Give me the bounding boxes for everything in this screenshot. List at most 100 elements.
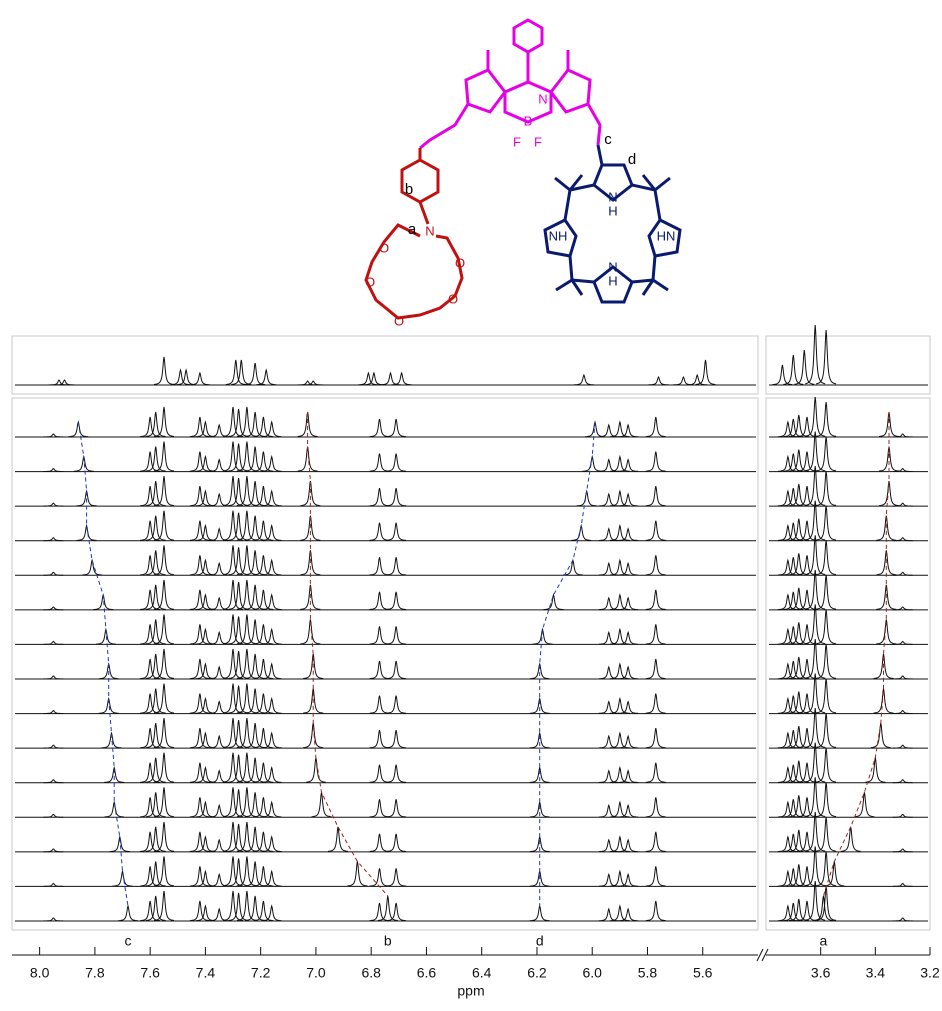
peak xyxy=(386,557,406,575)
peak xyxy=(190,590,210,610)
peak xyxy=(190,866,210,886)
peak xyxy=(386,626,406,644)
peak xyxy=(646,624,666,644)
peak xyxy=(209,874,229,886)
peak xyxy=(209,702,229,714)
tracking-line xyxy=(540,422,595,906)
titration-frame xyxy=(766,398,930,930)
peak xyxy=(841,827,861,852)
signal-label: c xyxy=(125,933,132,949)
x-tick-label: 7.2 xyxy=(251,965,271,981)
peak xyxy=(43,572,63,575)
peak xyxy=(209,909,229,921)
phenyl-ring xyxy=(514,20,542,52)
signal-label: a xyxy=(820,933,828,949)
peak xyxy=(370,765,390,783)
peak xyxy=(386,454,406,472)
peak xyxy=(370,868,390,886)
peak xyxy=(893,676,913,679)
peak xyxy=(386,696,406,714)
peak xyxy=(571,526,591,541)
atom-label: N xyxy=(608,259,617,274)
peak xyxy=(386,799,406,817)
peak xyxy=(646,832,666,852)
x-tick-label: 7.4 xyxy=(196,965,216,981)
proton-label: d xyxy=(628,151,636,168)
x-tick-label: 3.4 xyxy=(866,965,886,981)
peak xyxy=(530,906,550,921)
peak xyxy=(646,452,666,472)
peak xyxy=(43,711,63,714)
bodipy-core xyxy=(420,20,600,148)
peak xyxy=(574,375,594,385)
peak xyxy=(43,814,63,817)
peak xyxy=(646,866,666,886)
peak xyxy=(209,805,229,817)
peak xyxy=(43,434,63,437)
peak xyxy=(370,799,390,817)
proton-label: c xyxy=(604,131,612,148)
peak xyxy=(190,624,210,644)
peak xyxy=(386,661,406,679)
peak xyxy=(209,425,229,437)
peak xyxy=(209,632,229,644)
peak xyxy=(871,723,891,748)
x-tick-label: 7.8 xyxy=(85,965,105,981)
peak xyxy=(392,373,412,385)
x-tick-label: 5.6 xyxy=(693,965,713,981)
peak xyxy=(209,667,229,679)
peak xyxy=(646,417,666,437)
peak xyxy=(370,523,390,541)
x-tick-label: 6.6 xyxy=(417,965,437,981)
peak xyxy=(646,521,666,541)
peak xyxy=(646,728,666,748)
peak xyxy=(190,555,210,575)
atom-label: O xyxy=(379,240,389,255)
pyrrole-right xyxy=(551,70,590,112)
peak xyxy=(190,486,210,506)
peak xyxy=(190,694,210,714)
peak xyxy=(386,523,406,541)
x-tick-label: 7.0 xyxy=(306,965,326,981)
peak xyxy=(649,377,669,385)
peak xyxy=(370,557,390,575)
structure: N B F F N O O O O O N H NH HN N H c b d … xyxy=(365,20,680,328)
peak xyxy=(43,676,63,679)
peak xyxy=(805,325,825,384)
peak xyxy=(209,563,229,575)
peak xyxy=(190,832,210,852)
peak xyxy=(370,730,390,748)
peak xyxy=(82,560,102,575)
atom-label: N xyxy=(608,189,617,204)
peak xyxy=(190,417,210,437)
peak xyxy=(816,330,836,384)
peak xyxy=(865,758,885,783)
x-tick-label: 8.0 xyxy=(30,965,50,981)
peak xyxy=(190,763,210,783)
peak xyxy=(245,363,265,385)
peak xyxy=(347,861,367,886)
peak xyxy=(673,377,693,385)
x-tick-label: 3.6 xyxy=(811,965,831,981)
tracking-line xyxy=(823,412,889,896)
peak xyxy=(312,792,332,817)
peak xyxy=(370,488,390,506)
x-tick-label: 6.0 xyxy=(582,965,602,981)
peak xyxy=(805,397,825,436)
peak xyxy=(328,827,348,852)
x-tick-label: 6.8 xyxy=(361,965,381,981)
peak xyxy=(209,840,229,852)
peak xyxy=(190,373,210,385)
atom-label: HN xyxy=(657,228,676,243)
x-tick-label: 7.6 xyxy=(140,965,160,981)
signal-label: b xyxy=(384,933,392,949)
peak xyxy=(209,494,229,506)
peak xyxy=(370,696,390,714)
peak xyxy=(386,592,406,610)
atom-label: N xyxy=(538,91,547,106)
peak xyxy=(646,763,666,783)
peak xyxy=(646,555,666,575)
atom-label: O xyxy=(448,291,458,306)
peak xyxy=(209,598,229,610)
atom-label: O xyxy=(365,274,375,289)
